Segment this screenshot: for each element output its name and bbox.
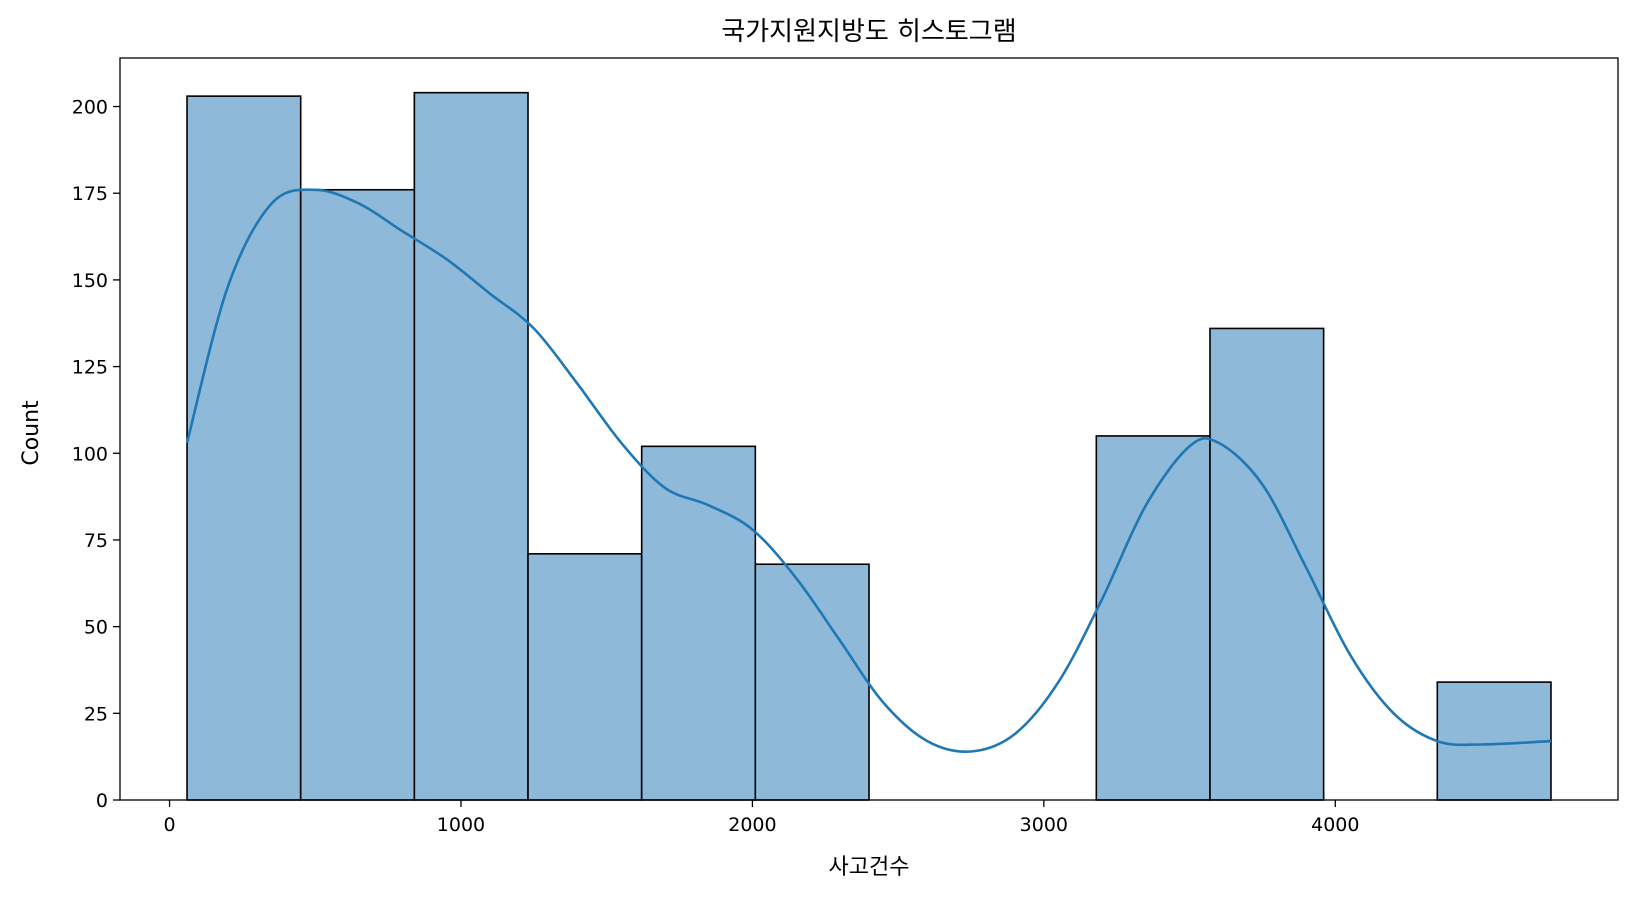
x-tick-label-3000: 3000: [1020, 814, 1068, 836]
y-tick-label-125: 125: [72, 357, 108, 379]
plot-frame: [119, 57, 1619, 801]
histogram-bars: [186, 91, 1552, 801]
x-tick-label-1000: 1000: [437, 814, 485, 836]
histogram-bar-9: [1209, 327, 1325, 801]
x-axis-label: 사고건수: [829, 855, 910, 880]
y-tick-label-50: 50: [84, 617, 108, 639]
y-tick-label-175: 175: [72, 183, 108, 205]
histogram-bar-4: [640, 445, 757, 801]
y-axis-ticks: 0 25 50 75 100 125 150 175 200: [72, 97, 120, 812]
y-tick-label-200: 200: [72, 97, 108, 119]
x-tick-label-4000: 4000: [1311, 814, 1359, 836]
x-axis-ticks: 0 1000 2000 3000 4000: [163, 800, 1359, 836]
histogram-bar-2: [413, 91, 529, 801]
histogram-bar-0: [186, 95, 302, 801]
y-tick-label-25: 25: [84, 703, 108, 725]
histogram-bar-3: [527, 553, 643, 801]
kde-curve: [185, 188, 1552, 753]
x-tick-label-0: 0: [163, 814, 175, 836]
y-tick-label-0: 0: [96, 790, 108, 812]
y-tick-label-100: 100: [72, 443, 108, 465]
y-axis-label: Count: [19, 400, 44, 466]
y-tick-label-150: 150: [72, 270, 108, 292]
y-tick-label-75: 75: [84, 530, 108, 552]
histogram-bar-5: [754, 563, 870, 801]
histogram-bar-1: [299, 188, 416, 801]
chart-title: 국가지원지방도 히스토그램: [721, 17, 1016, 47]
x-tick-label-2000: 2000: [728, 814, 776, 836]
histogram-bar-8: [1095, 435, 1211, 801]
kde-curve-group: [185, 188, 1552, 753]
